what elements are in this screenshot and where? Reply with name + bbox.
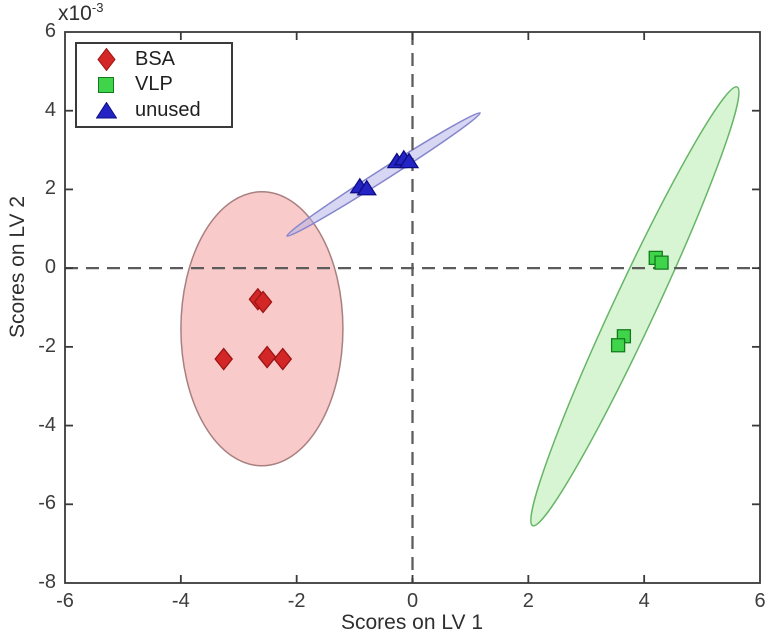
y-tick-label: -6 (38, 492, 56, 515)
legend-label-unused: unused (135, 98, 201, 121)
legend-entry-vlp[interactable]: VLP (77, 72, 231, 97)
y-tick-label: 4 (44, 98, 56, 121)
unused-data-point-marker[interactable] (356, 179, 377, 196)
y-tick-label: 0 (44, 256, 56, 279)
vlp-confidence-ellipse (530, 86, 740, 527)
legend-label-bsa: BSA (135, 48, 176, 71)
x-tick-label: -2 (287, 590, 306, 612)
unused-confidence-ellipse (286, 112, 481, 237)
x-tick-label: -6 (56, 590, 74, 612)
x-axis-label: Scores on LV 1 (340, 611, 484, 634)
x-tick-label: 2 (522, 590, 534, 612)
legend[interactable]: BSA VLP unused (75, 42, 233, 128)
vlp-data-point-marker[interactable] (654, 255, 669, 270)
y-axis-multiplier: x10-3 (58, 0, 103, 26)
legend-entry-unused[interactable]: unused (77, 98, 231, 123)
unused-triangle-icon (77, 101, 135, 119)
bsa-confidence-ellipse (180, 191, 344, 467)
bsa-data-point-marker[interactable] (273, 347, 293, 371)
bsa-diamond-icon (77, 48, 135, 72)
y-tick-label: 6 (44, 20, 56, 42)
vlp-square-icon (77, 76, 135, 93)
legend-label-vlp: VLP (135, 73, 173, 96)
bsa-data-point-marker[interactable] (214, 347, 234, 371)
x-tick-label: 6 (754, 590, 766, 612)
legend-entry-bsa[interactable]: BSA (77, 47, 231, 72)
bsa-data-point-marker[interactable] (253, 290, 273, 314)
x-tick-label: 0 (406, 590, 419, 612)
y-tick-label: -2 (38, 334, 56, 357)
x-tick-label: 4 (638, 590, 650, 612)
y-axis-multiplier-base: x10 (58, 2, 92, 25)
y-tick-label: 2 (44, 177, 56, 200)
y-axis-multiplier-exponent: -3 (91, 0, 104, 15)
x-tick-label: -4 (171, 590, 190, 612)
vlp-data-point-marker[interactable] (610, 338, 626, 353)
y-tick-label: -4 (38, 413, 56, 436)
y-tick-label: -8 (38, 571, 56, 593)
bsa-data-point-marker[interactable] (257, 345, 277, 369)
unused-data-point-marker[interactable] (398, 152, 420, 169)
